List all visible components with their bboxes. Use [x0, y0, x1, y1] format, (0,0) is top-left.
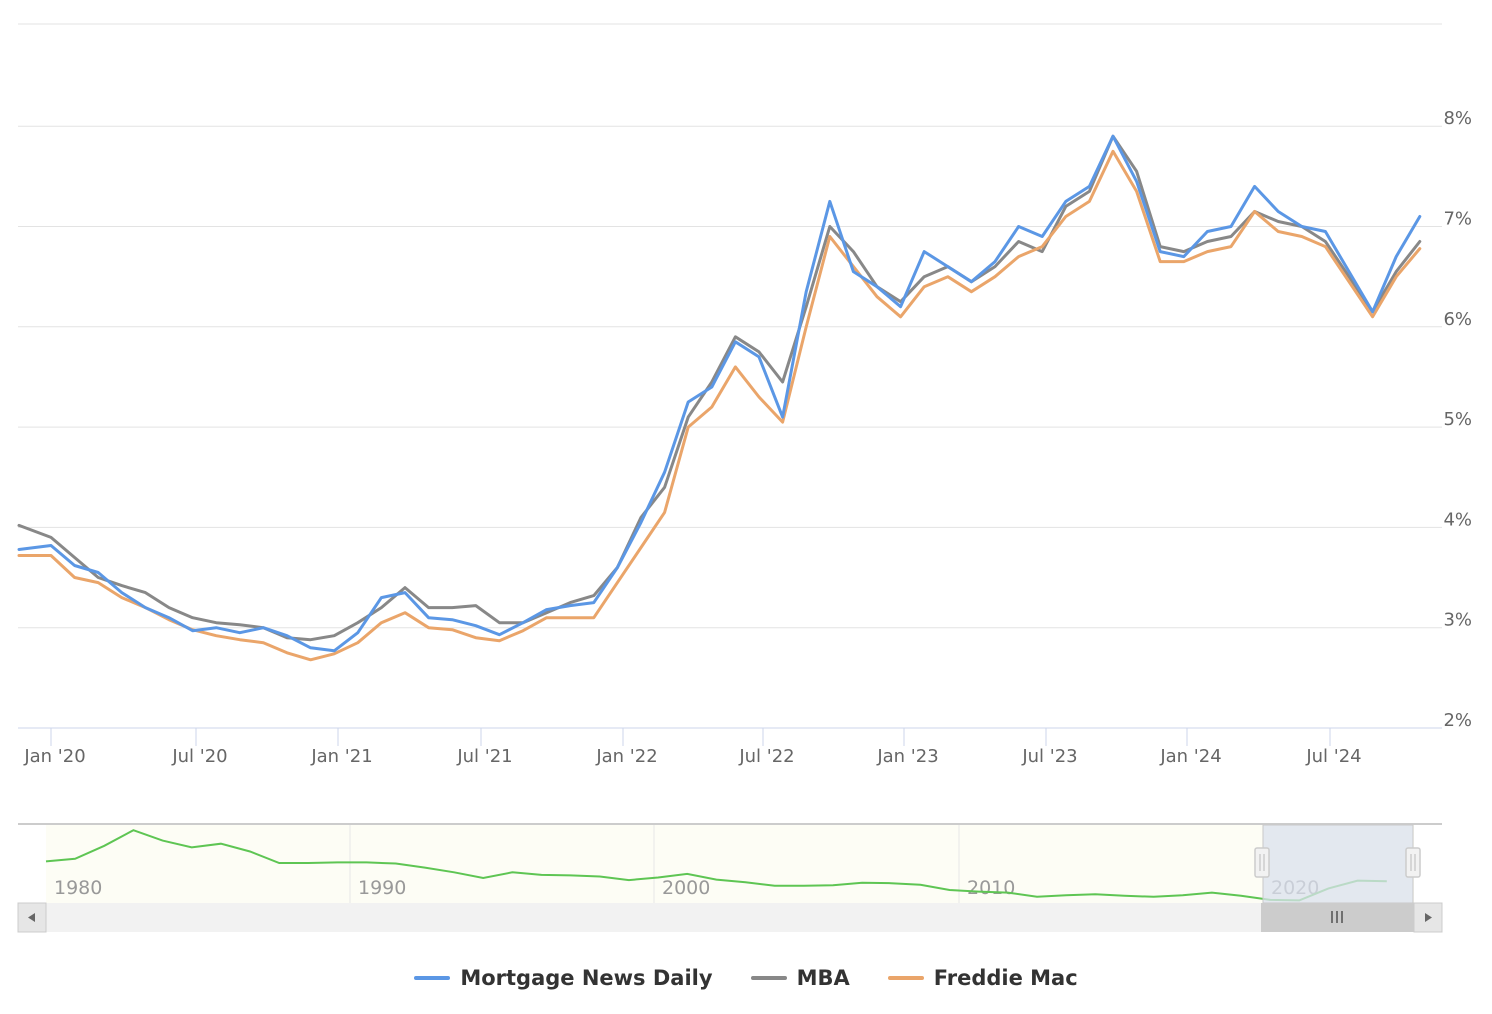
scrollbar-thumb[interactable] — [1261, 903, 1414, 932]
y-tick-label: 8% — [1443, 108, 1472, 129]
plot-series[interactable] — [17, 134, 1422, 662]
series-line-mba — [17, 134, 1422, 642]
navigator-year-label: 2010 — [967, 877, 1015, 899]
x-tick-label: Jul '22 — [738, 746, 794, 767]
legend-item-mba[interactable]: MBA — [750, 966, 850, 990]
navigator-left-handle[interactable] — [1254, 847, 1270, 878]
legend-item-mortgage-news-daily[interactable]: Mortgage News Daily — [414, 966, 713, 990]
legend: Mortgage News Daily MBA Freddie Mac — [0, 958, 1492, 998]
y-axis-labels: 2% 3% 4% 5% 6% 7% 8% — [1443, 108, 1472, 731]
scroll-left-button[interactable] — [17, 902, 47, 933]
arrow-right-icon — [1425, 913, 1432, 922]
legend-item-freddie-mac[interactable]: Freddie Mac — [887, 966, 1078, 990]
navigator-year-label: 1980 — [54, 877, 102, 899]
y-tick-label: 7% — [1443, 209, 1472, 230]
x-tick-label: Jan '24 — [1159, 746, 1221, 767]
scroll-right-button[interactable] — [1413, 902, 1443, 933]
y-tick-label: 3% — [1443, 610, 1472, 631]
navigator-series-line — [45, 829, 1387, 902]
x-tick-label: Jul '24 — [1305, 746, 1361, 767]
navigator-year-label: 2000 — [662, 877, 710, 899]
y-tick-label: 6% — [1443, 309, 1472, 330]
x-tick-label: Jan '21 — [310, 746, 372, 767]
x-tick-label: Jan '23 — [876, 746, 938, 767]
x-tick-label: Jan '22 — [595, 746, 657, 767]
scrollbar[interactable] — [17, 902, 1443, 933]
gridlines — [18, 23, 1442, 629]
arrow-left-icon — [28, 913, 35, 922]
legend-label: MBA — [796, 966, 850, 990]
legend-label: Mortgage News Daily — [460, 966, 713, 990]
x-tick-label: Jul '21 — [456, 746, 512, 767]
x-tick-label: Jul '20 — [171, 746, 227, 767]
series-line-mortgage-news-daily — [17, 134, 1422, 653]
navigator[interactable]: 19801990200020102020 — [18, 823, 1442, 904]
legend-swatch-line-icon — [887, 976, 924, 980]
navigator-right-handle[interactable] — [1405, 847, 1421, 878]
legend-swatch-line-icon — [414, 976, 451, 980]
x-tick-label: Jul '23 — [1021, 746, 1077, 767]
y-tick-label: 2% — [1443, 710, 1472, 731]
navigator-selected-range — [1262, 824, 1414, 904]
scrollbar-track — [18, 903, 1442, 932]
series-line-freddie-mac — [17, 149, 1422, 662]
legend-swatch-line-icon — [750, 976, 787, 980]
y-tick-label: 4% — [1443, 509, 1472, 530]
navigator-year-label: 1990 — [358, 877, 406, 899]
y-tick-label: 5% — [1443, 409, 1472, 430]
legend-label: Freddie Mac — [933, 966, 1078, 990]
x-tick-label: Jan '20 — [23, 746, 85, 767]
chart-canvas: 2% 3% 4% 5% 6% 7% 8% Jan '20 Jul '20 Jan '21 Jul … — [17, 23, 1472, 933]
x-axis: Jan '20 Jul '20 Jan '21 Jul '21 Jan '22 Jul '… — [18, 727, 1442, 767]
